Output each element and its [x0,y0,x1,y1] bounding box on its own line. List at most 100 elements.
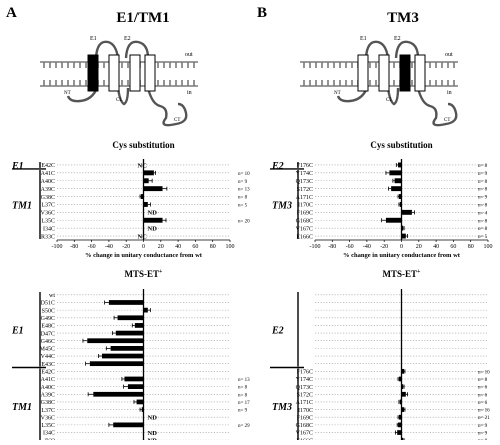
count-label: n= 13 [238,378,250,383]
x-tick-label: 40 [433,244,439,250]
category-label: G38C [41,400,55,406]
count-label: n= 8 [238,196,248,201]
bar [401,407,405,412]
category-label: V36C [41,211,55,217]
category-label: V167C [296,431,313,437]
x-tick-label: 60 [192,244,198,250]
bar-annotation: ND [148,415,158,422]
bar [110,346,144,351]
ct-label-a: CT [174,118,180,123]
category-label: E42C [41,370,55,376]
count-label: n= 6 [478,393,488,398]
count-label: n= 9 [478,432,488,437]
bar [127,384,144,389]
x-axis-label: % change in unitary conductance from wt [343,252,461,259]
bar-annotation: ND [148,225,158,232]
category-label: F176C [297,370,313,376]
bar-annotation: ND [148,430,158,437]
category-label: I170C [298,203,313,209]
bar [389,170,402,176]
count-label: n= 8 [238,393,248,398]
count-label: n= 4 [478,211,488,216]
x-tick-label: -40 [105,244,113,250]
x-tick-label: 80 [210,244,216,250]
count-label: n= 20 [238,219,250,224]
chart-title: Cys substitution [112,140,174,150]
category-label: A39C [41,187,55,193]
protein-chain-a [66,40,188,127]
group-label: E2 [271,325,284,336]
category-label: E166C [296,234,313,240]
count-label: n= 9 [238,409,248,414]
x-tick-label: -20 [122,244,130,250]
count-label: n= 8 [238,386,248,391]
count-label: n= 8 [478,203,488,208]
count-label: n= 10 [478,370,490,375]
bar [143,307,148,313]
helix-tm4-a [144,54,156,92]
category-label: L37C [41,203,55,209]
x-tick-label: 100 [226,244,235,250]
helix-tm2-a [108,54,120,92]
category-label: S50C [42,308,55,314]
count-label: n= 9 [478,196,488,201]
loop-e1-label-a: E1 [90,36,97,42]
x-tick-label: 0 [400,244,403,250]
x-tick-label: -80 [328,244,336,250]
helix-tm3-b [399,54,411,92]
cl-label-b: CL [386,98,392,103]
count-label: n= 8 [478,227,488,232]
x-tick-label: -40 [363,244,371,250]
x-tick-label: -60 [346,244,354,250]
category-label: D47C [41,331,55,337]
chart-title: MTS-ET+ [383,269,422,279]
bar [398,414,402,420]
bar [394,178,402,184]
loop-e1-label-b: E1 [360,36,367,42]
out-label-b: out [445,52,453,58]
helix-tm2-b [378,54,390,92]
bar [398,422,402,428]
bar [401,368,405,374]
bar [93,391,144,397]
category-label: V167C [296,226,313,232]
count-label: n= 5 [238,203,248,208]
group-label: TM1 [12,200,32,211]
category-label: D51C [41,301,55,307]
topology-diagram-b: E1 E2 out in NT CL CT [300,36,458,127]
count-label: n= 16 [478,409,490,414]
category-label: E42C [41,163,55,169]
x-tick-label: -60 [88,244,96,250]
group-label: E2 [271,161,284,172]
chart-title: MTS-ET+ [125,269,164,279]
count-label: n= 9 [478,172,488,177]
chart-title: Cys substitution [370,140,432,150]
category-label: G46C [41,339,55,345]
cl-label-a: CL [116,98,122,103]
count-label: n= 6 [478,386,488,391]
category-label: S172C [297,187,313,193]
nt-label-b: NT [334,91,341,96]
category-label: A171C [296,195,313,201]
category-label: F169C [297,211,313,217]
chart-title-superscript: + [417,269,421,275]
x-tick-label: 0 [142,244,145,250]
x-tick-label: 20 [416,244,422,250]
category-label: Q173C [296,179,313,185]
category-label: A40C [41,385,55,391]
category-label: G38C [41,195,55,201]
bar [143,202,148,207]
count-label: n= 13 [238,188,250,193]
bar [115,330,144,336]
bar [398,162,402,168]
x-tick-label: -20 [380,244,388,250]
bar [143,217,163,223]
count-label: n= 6 [478,401,488,406]
panel-a-letter: A [6,5,17,21]
helix-tm3-a [129,54,141,92]
bar [385,217,402,223]
bar [401,384,404,389]
category-label: A171C [296,400,313,406]
